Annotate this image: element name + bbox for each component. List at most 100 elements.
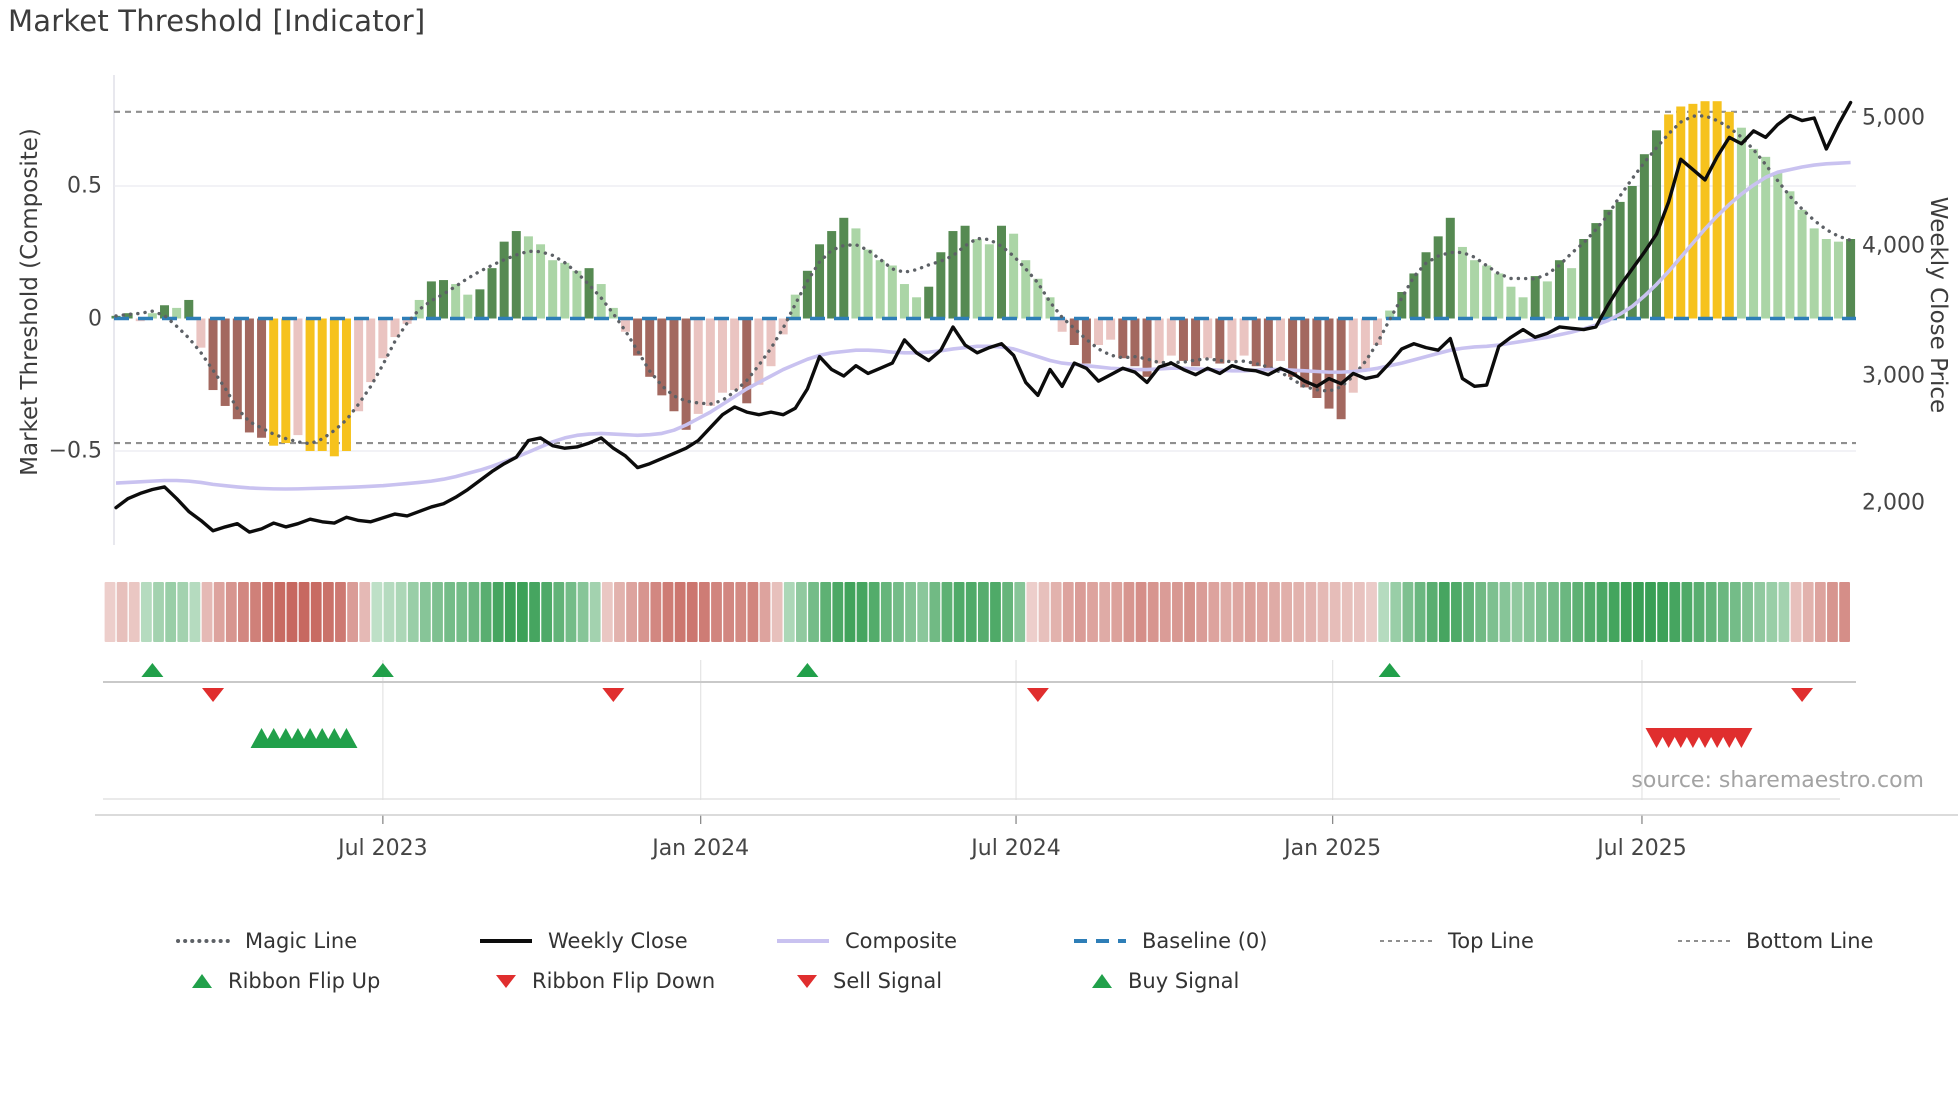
ribbon-cell [977, 582, 989, 642]
source-attribution: source: sharemaestro.com [1631, 768, 1924, 793]
ribbon-cell [1075, 582, 1086, 642]
ribbon-flip-up-marker [1378, 663, 1401, 677]
right-axis-title: Weekly Close Price [1925, 196, 1951, 414]
composite-bar [499, 241, 509, 319]
composite-bar [620, 318, 630, 332]
ribbon-cell [1705, 582, 1717, 642]
composite-bar [1021, 260, 1031, 319]
ribbon-cell [808, 582, 819, 642]
ribbon-cell [407, 582, 419, 642]
ribbon-cell [1608, 582, 1620, 642]
composite-bar [293, 318, 303, 436]
composite-bar [1300, 318, 1310, 388]
x-tick-label-1: Jan 2024 [652, 836, 750, 861]
composite-bar [1724, 111, 1734, 319]
legend-item-weekly-close[interactable]: Weekly Close [478, 928, 688, 954]
composite-bar [718, 318, 727, 393]
ribbon-cell [747, 582, 759, 642]
composite-bar [172, 307, 182, 319]
ribbon-cell [153, 582, 164, 642]
ribbon-flip-down-marker [1026, 688, 1049, 702]
composite-bar [887, 265, 897, 319]
ribbon-cell [1523, 582, 1535, 642]
left-axis-tick: 0 [88, 306, 102, 332]
composite-bar [548, 260, 558, 319]
ribbon-cell [1147, 582, 1159, 642]
composite-bar [1833, 241, 1843, 319]
ribbon-cell [274, 582, 286, 642]
legend-label: Weekly Close [548, 929, 688, 953]
baseline-swatch-icon [1074, 939, 1126, 943]
legend-item-magic-line[interactable]: Magic Line [175, 928, 357, 954]
composite-bar [1215, 318, 1225, 364]
ribbon-cell [1802, 582, 1814, 642]
ribbon-cell [359, 582, 371, 642]
ribbon-cell [310, 582, 322, 642]
x-tick-label-0: Jul 2023 [338, 836, 428, 861]
composite-bar [511, 231, 521, 319]
legend-item-ribbon-flip-up[interactable]: Ribbon Flip Up [190, 968, 380, 994]
composite-bar [1603, 209, 1613, 319]
legend-item-top-line[interactable]: Top Line [1378, 928, 1534, 954]
ribbon-cell [444, 582, 456, 642]
x-tick-label-3: Jan 2025 [1284, 836, 1382, 861]
ribbon-cell [589, 582, 601, 642]
ribbon-cell [735, 582, 747, 642]
composite-bar [984, 244, 994, 319]
legend-label: Magic Line [245, 929, 358, 953]
sell-signal-marker [1730, 728, 1753, 748]
ribbon-cell [1596, 582, 1608, 642]
composite-bar [1130, 318, 1140, 367]
composite-bar [863, 249, 873, 319]
ribbon-cell [1572, 582, 1584, 642]
legend-item-buy-signal[interactable]: Buy Signal [1090, 968, 1239, 994]
weekly-close-line [114, 100, 1853, 534]
ribbon-cell [480, 582, 492, 642]
ribbon-cell [1499, 582, 1511, 642]
ribbon-cell [1535, 582, 1547, 642]
composite-bar [645, 318, 655, 377]
ribbon-cell [601, 582, 613, 642]
ribbon-cell [116, 582, 128, 642]
legend-item-sell-signal[interactable]: Sell Signal [795, 968, 942, 994]
composite-bar [1239, 318, 1249, 356]
ribbon-cell [1414, 582, 1426, 642]
composite-bar [305, 318, 315, 451]
ribbon-cell [1657, 582, 1669, 642]
legend-item-baseline[interactable]: Baseline (0) [1072, 928, 1267, 954]
triangle-down-icon [496, 975, 516, 988]
composite-bar [596, 284, 606, 319]
legend-item-bottom-line[interactable]: Bottom Line [1676, 928, 1873, 954]
composite-bar [1324, 318, 1334, 409]
legend-label: Composite [845, 929, 958, 953]
top-line-swatch-icon [1380, 940, 1432, 942]
composite-bar [669, 318, 679, 412]
composite-bar [1385, 310, 1395, 319]
ribbon-cell [638, 582, 650, 642]
legend-label: Bottom Line [1746, 929, 1874, 953]
ribbon-cell [383, 582, 395, 642]
x-tick-label-2: Jul 2024 [971, 836, 1061, 861]
ribbon-cell [347, 582, 358, 642]
legend-item-composite[interactable]: Composite [775, 928, 957, 954]
composite-bar [899, 284, 909, 319]
composite-bar [1530, 276, 1540, 319]
ribbon-cell [553, 582, 565, 642]
composite-bar [487, 268, 497, 319]
composite-bar [439, 280, 449, 319]
composite-bar [802, 270, 812, 319]
legend-item-ribbon-flip-down[interactable]: Ribbon Flip Down [494, 968, 715, 994]
ribbon-cell [298, 582, 310, 642]
ribbon-cell [1341, 582, 1353, 642]
composite-bar [329, 318, 339, 457]
composite-bar [1336, 318, 1346, 420]
ribbon-cell [711, 582, 722, 642]
composite-bar [232, 318, 242, 420]
composite-bar [681, 318, 691, 430]
composite-bar [657, 318, 667, 396]
ribbon-cell [686, 582, 698, 642]
composite-bar [1033, 278, 1043, 319]
ribbon-cell [189, 582, 201, 642]
composite-bar [523, 236, 533, 319]
